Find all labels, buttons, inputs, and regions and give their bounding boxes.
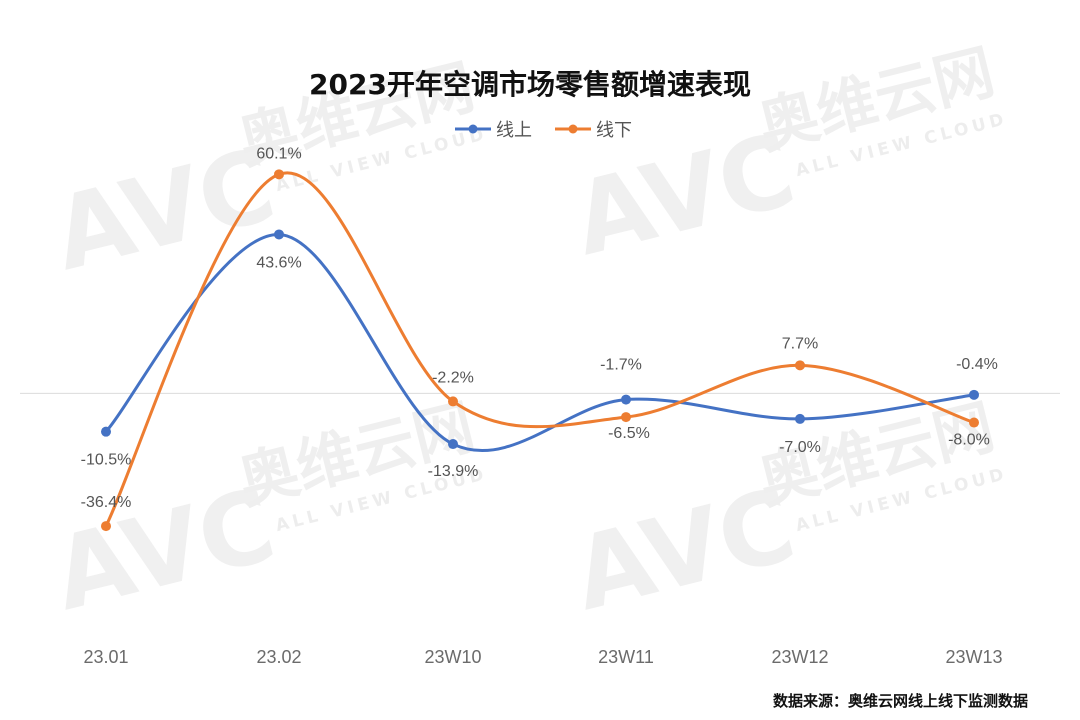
data-point bbox=[621, 412, 631, 423]
data-label: 7.7% bbox=[782, 335, 818, 352]
data-point bbox=[448, 396, 458, 407]
data-point bbox=[101, 521, 111, 532]
data-label: -10.5% bbox=[81, 452, 132, 469]
series-1: -10.5% 43.6% -13.9% -1.7% -7.0% -0.4% bbox=[81, 229, 998, 480]
x-tick-label: 23W13 bbox=[945, 647, 1002, 667]
data-label: -13.9% bbox=[428, 463, 479, 480]
x-tick-label: 23W12 bbox=[771, 647, 828, 667]
data-label: 60.1% bbox=[256, 145, 301, 162]
series-layer: -10.5% 43.6% -13.9% -1.7% -7.0% -0.4% -36.4% 60… bbox=[81, 145, 998, 532]
data-point bbox=[969, 417, 979, 428]
data-point bbox=[274, 169, 284, 180]
data-point bbox=[621, 394, 631, 405]
chart-title: 2023开年空调市场零售额增速表现 bbox=[309, 68, 751, 101]
data-point bbox=[448, 439, 458, 450]
data-label: -36.4% bbox=[81, 494, 132, 511]
x-axis: 23.01 23.02 23W10 23W11 23W12 23W13 bbox=[83, 647, 1002, 667]
data-point bbox=[795, 360, 805, 371]
legend-marker bbox=[468, 124, 478, 134]
x-tick-label: 23W10 bbox=[424, 647, 481, 667]
x-tick-label: 23.02 bbox=[256, 647, 301, 667]
legend-item: 线下 bbox=[555, 120, 632, 141]
legend-marker bbox=[568, 124, 578, 134]
data-point bbox=[795, 413, 805, 424]
data-point bbox=[101, 426, 111, 437]
data-label: 43.6% bbox=[256, 254, 301, 271]
data-label: -0.4% bbox=[956, 356, 998, 373]
legend-label: 线下 bbox=[596, 120, 632, 141]
x-tick-label: 23W11 bbox=[598, 647, 654, 667]
data-label: -1.7% bbox=[600, 357, 642, 374]
data-label: -7.0% bbox=[779, 439, 821, 456]
data-label: -2.2% bbox=[432, 369, 474, 386]
data-point bbox=[274, 229, 284, 240]
legend-label: 线上 bbox=[496, 120, 532, 141]
series-2: -36.4% 60.1% -2.2% -6.5% 7.7% -8.0% bbox=[81, 145, 990, 532]
legend-item: 线上 bbox=[455, 120, 532, 141]
data-label: -8.0% bbox=[948, 432, 990, 449]
source-note: 数据来源：奥维云网线上线下监测数据 bbox=[773, 692, 1028, 710]
series-line bbox=[104, 232, 976, 452]
legend: 线上 线下 bbox=[455, 120, 632, 141]
data-point bbox=[969, 389, 979, 400]
x-tick-label: 23.01 bbox=[83, 647, 128, 667]
data-label: -6.5% bbox=[608, 425, 650, 442]
